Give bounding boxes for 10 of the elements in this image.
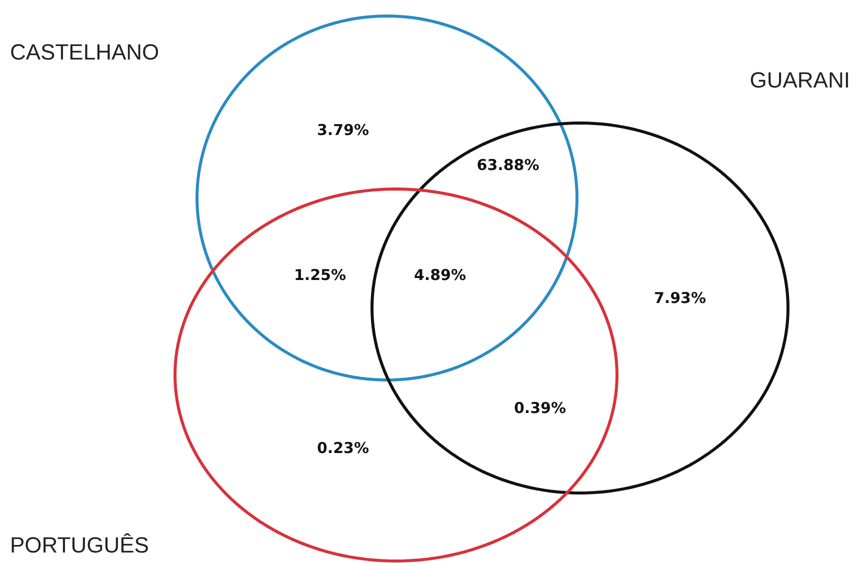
data-label: 3.79%: [316, 121, 370, 139]
text: GUARANI: [750, 68, 850, 92]
text: CASTELHANO: [10, 40, 160, 64]
data-label: 7.93%: [654, 289, 706, 307]
data-label: 0.39%: [514, 399, 566, 417]
data-label: 63.88%: [476, 156, 540, 174]
data-label: 0.23%: [316, 439, 370, 457]
data-label: 4.89%: [414, 266, 466, 284]
data-label: 1.25%: [294, 266, 346, 284]
text: PORTUGUÊS: [10, 532, 149, 558]
